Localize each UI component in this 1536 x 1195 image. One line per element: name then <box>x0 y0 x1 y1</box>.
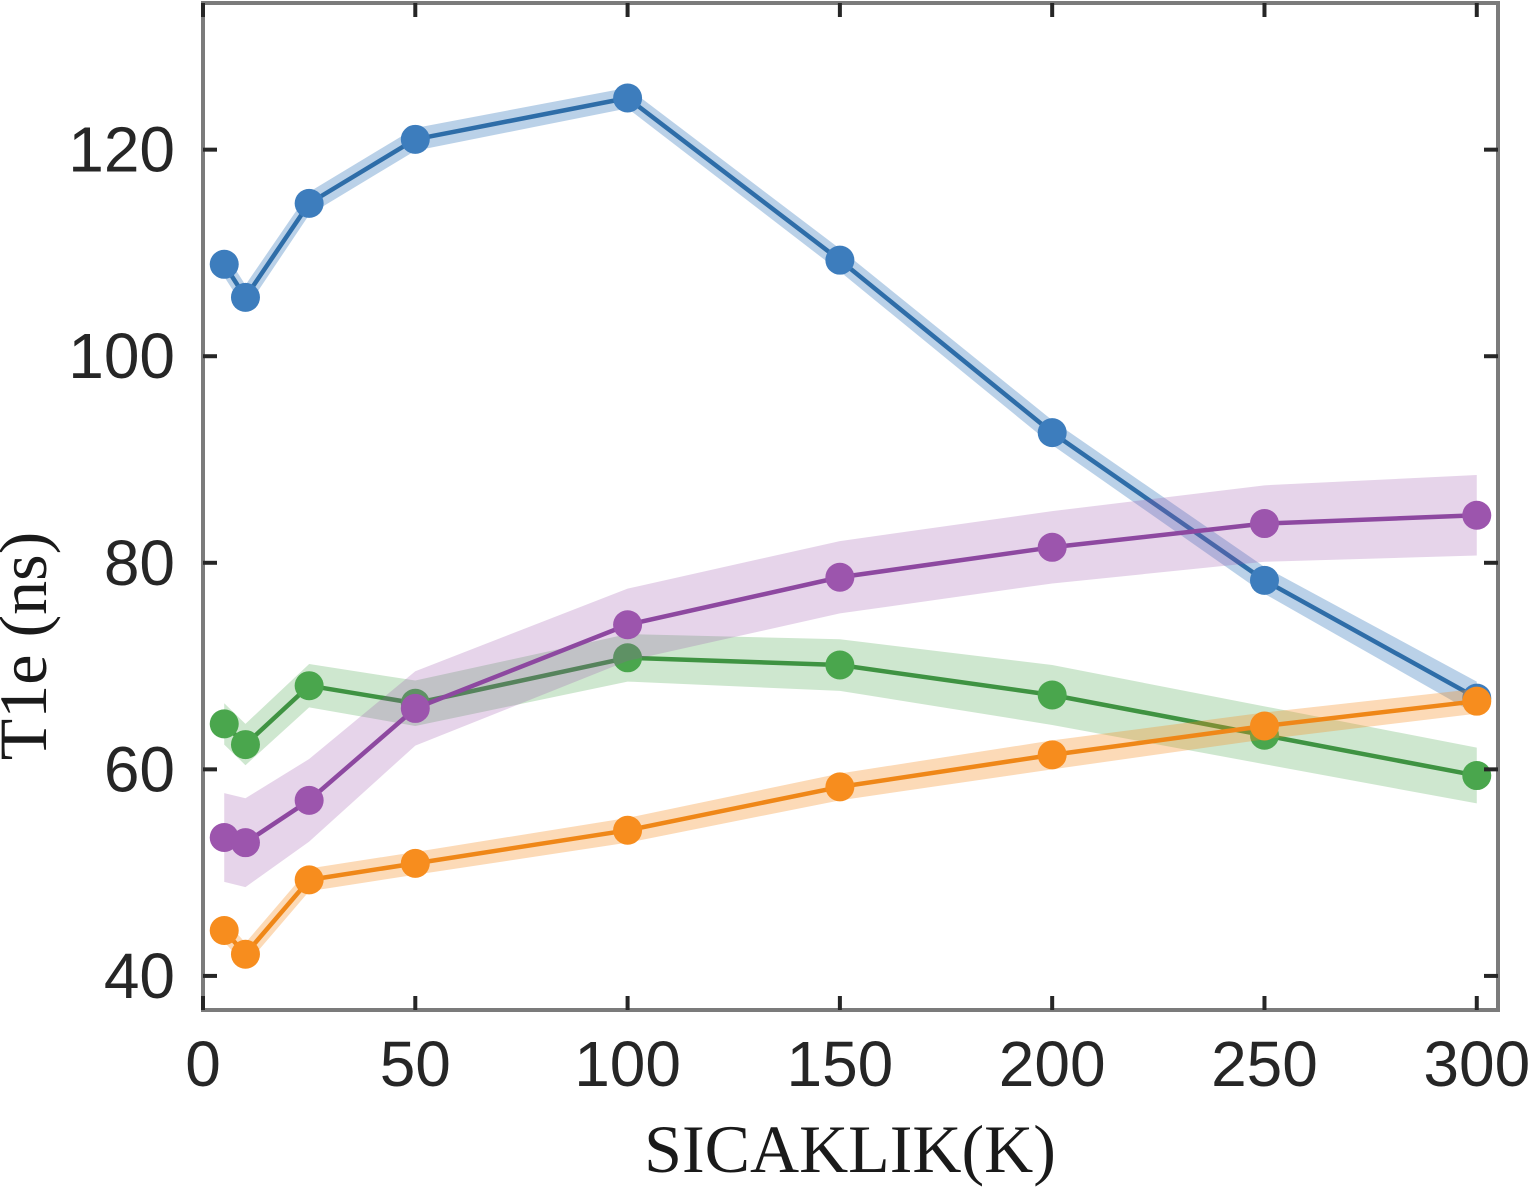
y-tick-label: 100 <box>68 320 175 392</box>
orange-marker <box>230 939 260 969</box>
orange-marker <box>400 848 430 878</box>
y-tick-label: 120 <box>68 114 175 186</box>
y-tick-label: 40 <box>104 940 175 1012</box>
green-marker <box>294 671 324 701</box>
x-tick-label: 50 <box>380 1028 451 1100</box>
orange-marker <box>1037 740 1067 770</box>
green-marker <box>1037 680 1067 710</box>
purple-marker <box>1037 532 1067 562</box>
x-tick-label: 150 <box>786 1028 893 1100</box>
purple-marker <box>1249 509 1279 539</box>
blue-marker <box>230 282 260 312</box>
x-tick-label: 0 <box>185 1028 221 1100</box>
y-tick-label: 60 <box>104 733 175 805</box>
x-tick-label: 300 <box>1423 1028 1530 1100</box>
x-tick-label: 250 <box>1211 1028 1318 1100</box>
orange-marker <box>1249 711 1279 741</box>
purple-marker <box>613 610 643 640</box>
blue-marker <box>825 245 855 275</box>
blue-marker <box>294 188 324 218</box>
y-axis-title: T1e (ns) <box>0 532 61 760</box>
x-tick-label: 100 <box>574 1028 681 1100</box>
blue-marker <box>400 124 430 154</box>
green-marker <box>613 643 643 673</box>
purple-marker <box>230 828 260 858</box>
orange-marker <box>613 815 643 845</box>
axis-ticks <box>201 3 1498 1010</box>
orange-marker <box>825 772 855 802</box>
series-green <box>209 634 1492 804</box>
purple-marker <box>294 785 324 815</box>
series-purple <box>209 474 1492 888</box>
green-marker <box>1462 761 1492 791</box>
x-axis-title: SICAKLIK(K) <box>644 1111 1056 1187</box>
series-layer <box>209 83 1492 969</box>
tick-labels: 0 50 100 150 200 250 300 40 60 80 100 120 <box>68 114 1530 1100</box>
orange-marker <box>1462 686 1492 716</box>
blue-error-band <box>224 87 1477 715</box>
x-tick-label: 200 <box>999 1028 1106 1100</box>
purple-marker <box>400 693 430 723</box>
purple-marker <box>1462 500 1492 530</box>
y-tick-label: 80 <box>104 527 175 599</box>
series-blue <box>209 83 1492 715</box>
purple-error-band <box>224 474 1477 888</box>
orange-marker <box>294 865 324 895</box>
series-orange <box>209 686 1492 969</box>
blue-marker <box>613 83 643 113</box>
blue-marker <box>1037 418 1067 448</box>
green-marker <box>230 730 260 760</box>
green-marker <box>825 650 855 680</box>
orange-marker <box>209 915 239 945</box>
blue-marker <box>209 249 239 279</box>
purple-marker <box>825 562 855 592</box>
axis-box <box>201 1 1500 1012</box>
blue-marker <box>1249 565 1279 595</box>
green-marker <box>209 709 239 739</box>
